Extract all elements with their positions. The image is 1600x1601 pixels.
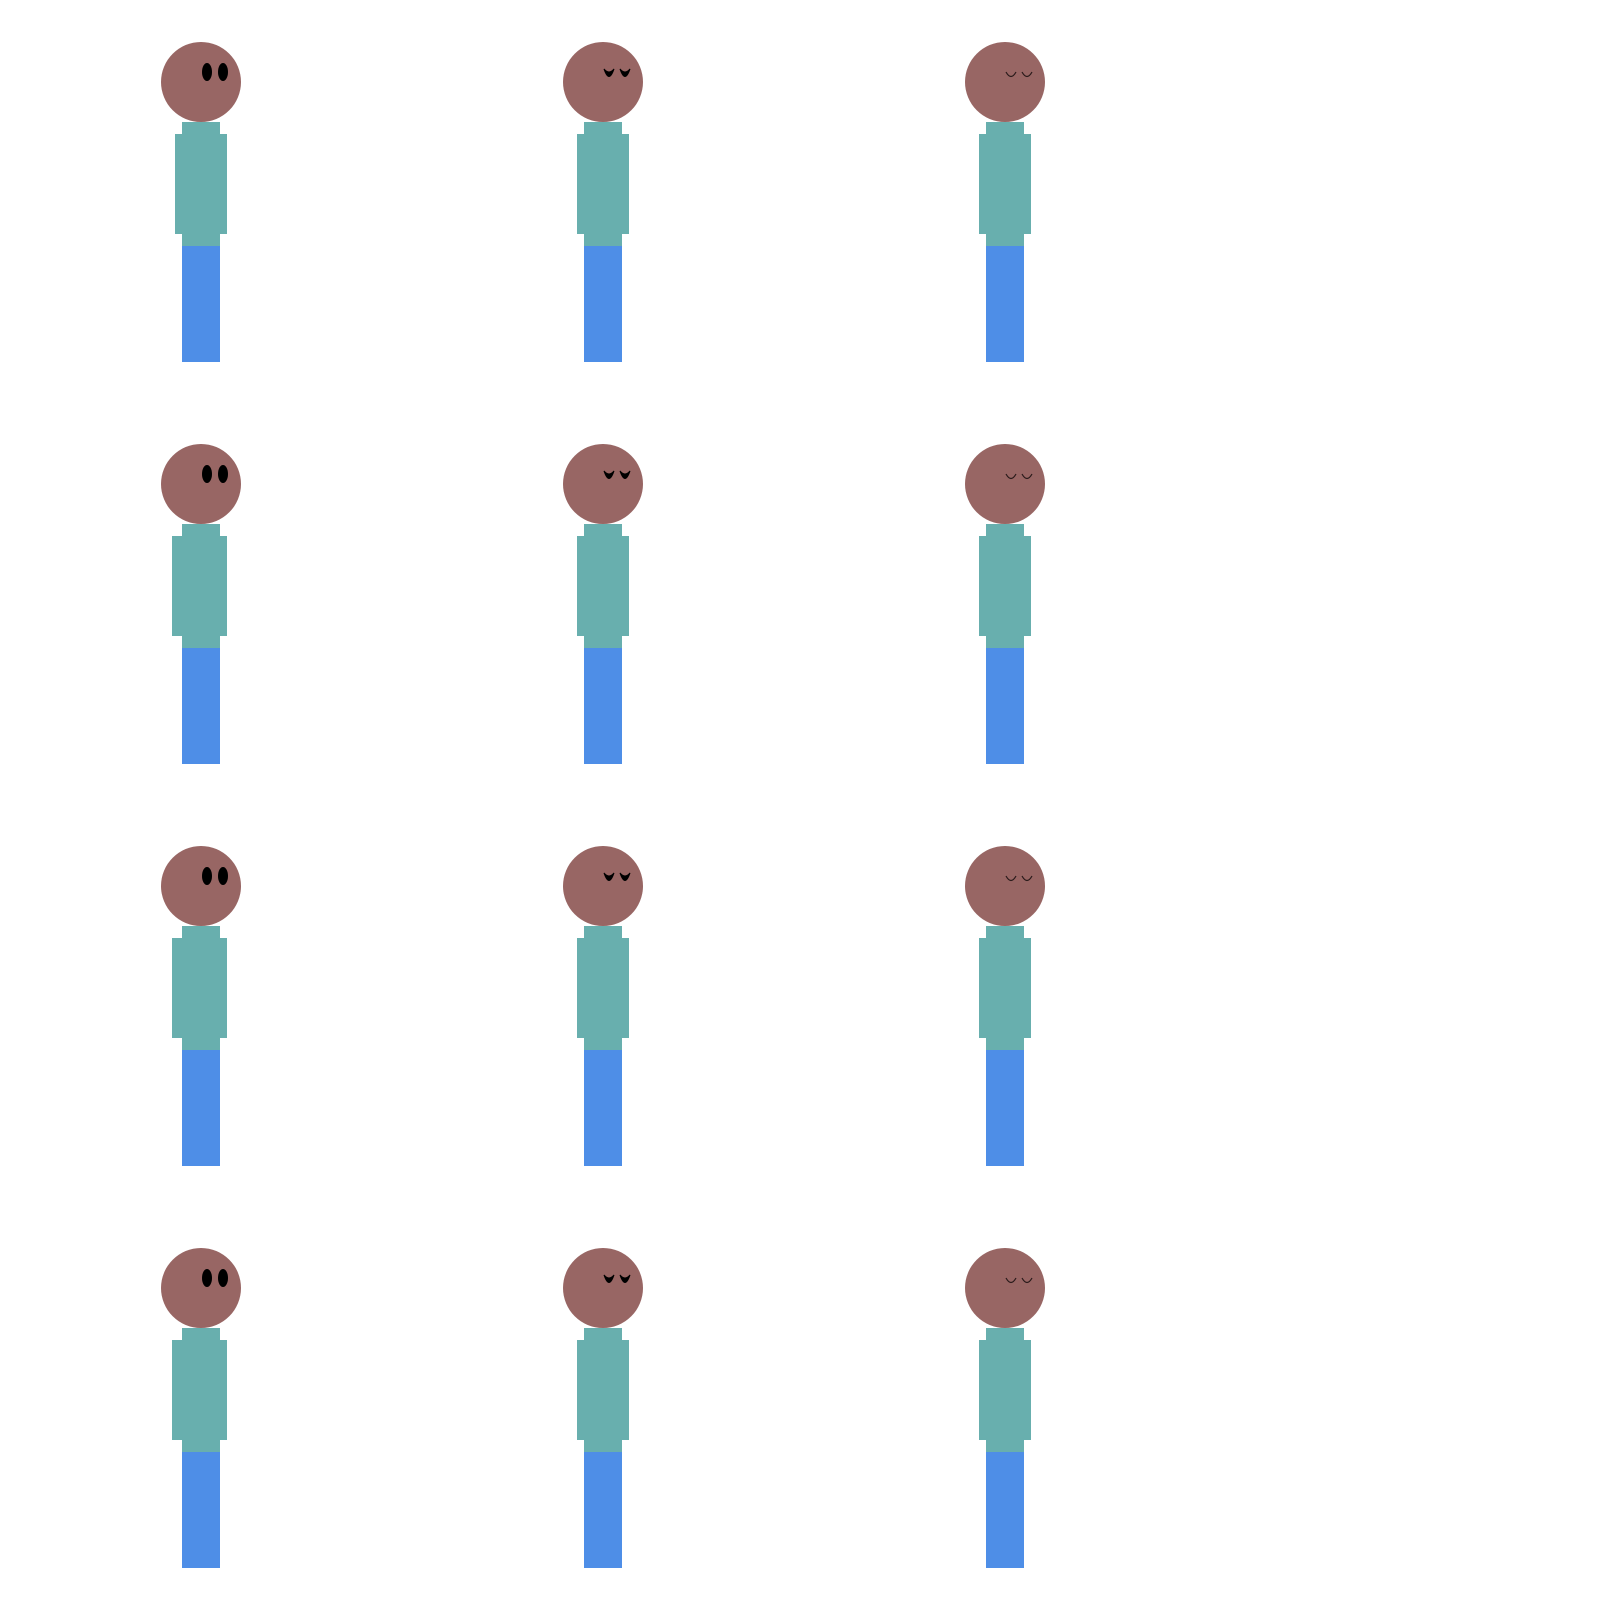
eye-right xyxy=(619,470,631,479)
pants xyxy=(986,1050,1024,1166)
sprite-frame xyxy=(965,42,1045,362)
eye-left xyxy=(202,63,212,81)
eye-left xyxy=(202,1269,212,1287)
sprite-frame xyxy=(161,42,241,362)
head xyxy=(563,1248,643,1328)
arms xyxy=(979,134,1031,234)
head xyxy=(563,846,643,926)
eye-right xyxy=(1021,1277,1033,1284)
arms xyxy=(172,536,227,636)
sprite-frames xyxy=(161,42,1045,1568)
eye-right xyxy=(218,1269,228,1287)
head xyxy=(965,42,1045,122)
head xyxy=(965,444,1045,524)
pants xyxy=(584,648,622,764)
eye-left xyxy=(1005,1277,1017,1284)
pants xyxy=(182,1452,220,1568)
eye-left xyxy=(603,1274,615,1283)
pants xyxy=(986,246,1024,362)
sprite-frame xyxy=(161,444,241,764)
head xyxy=(161,1248,241,1328)
sprite-frame xyxy=(161,1248,241,1568)
eye-left xyxy=(1005,473,1017,480)
head xyxy=(563,444,643,524)
sprite-frame xyxy=(965,444,1045,764)
eye-left xyxy=(1005,875,1017,882)
arms xyxy=(979,1340,1031,1440)
pants xyxy=(584,246,622,362)
sprite-frame xyxy=(563,846,643,1166)
eye-left xyxy=(603,68,615,77)
head xyxy=(161,42,241,122)
head xyxy=(161,444,241,524)
arms xyxy=(172,1340,227,1440)
arms xyxy=(175,134,227,234)
arms xyxy=(577,938,629,1038)
eye-left xyxy=(202,867,212,885)
eye-right xyxy=(1021,473,1033,480)
sprite-frame xyxy=(965,1248,1045,1568)
eye-right xyxy=(619,68,631,77)
pants xyxy=(584,1452,622,1568)
head xyxy=(965,1248,1045,1328)
pants xyxy=(182,1050,220,1166)
eye-right xyxy=(1021,71,1033,78)
arms xyxy=(577,536,629,636)
sprite-frame xyxy=(563,444,643,764)
eye-left xyxy=(1005,71,1017,78)
eye-right xyxy=(218,465,228,483)
eye-right xyxy=(218,867,228,885)
arms xyxy=(979,536,1031,636)
arms xyxy=(577,134,629,234)
sprite-frame xyxy=(563,42,643,362)
head xyxy=(965,846,1045,926)
eye-right xyxy=(619,1274,631,1283)
sprite-frame xyxy=(563,1248,643,1568)
eye-left xyxy=(603,470,615,479)
pants xyxy=(986,1452,1024,1568)
head xyxy=(161,846,241,926)
pants xyxy=(584,1050,622,1166)
arms xyxy=(577,1340,629,1440)
arms xyxy=(979,938,1031,1038)
head xyxy=(563,42,643,122)
eye-right xyxy=(1021,875,1033,882)
sprite-frame xyxy=(161,846,241,1166)
pants xyxy=(182,246,220,362)
pants xyxy=(986,648,1024,764)
sprite-frame xyxy=(965,846,1045,1166)
eye-left xyxy=(603,872,615,881)
pants xyxy=(182,648,220,764)
eye-right xyxy=(619,872,631,881)
eye-right xyxy=(218,63,228,81)
eye-left xyxy=(202,465,212,483)
arms xyxy=(172,938,227,1038)
